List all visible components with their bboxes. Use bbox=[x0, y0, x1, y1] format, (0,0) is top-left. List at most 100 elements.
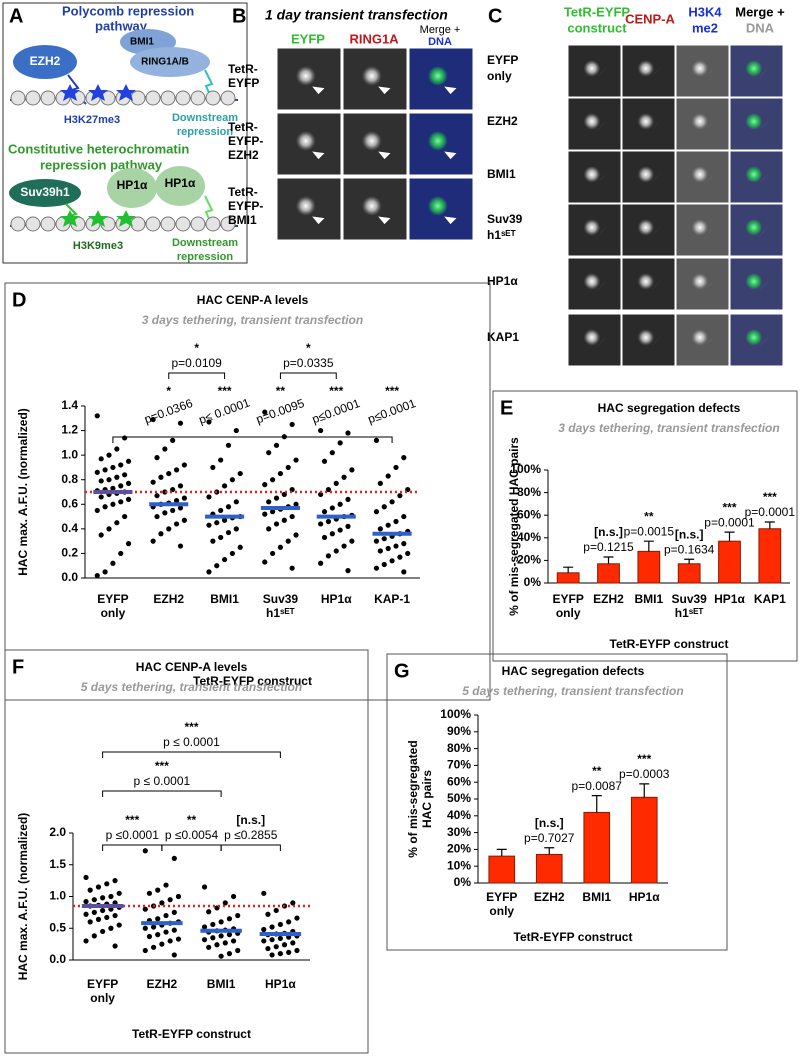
signal bbox=[745, 166, 763, 183]
bar bbox=[758, 528, 782, 584]
significance: * bbox=[306, 341, 311, 355]
arrowhead bbox=[651, 119, 663, 131]
nucleosome bbox=[160, 90, 176, 106]
y-tick-label: 70% bbox=[447, 758, 471, 772]
data-point bbox=[155, 916, 161, 922]
signal bbox=[295, 195, 316, 216]
data-point bbox=[225, 504, 232, 510]
nucleosome bbox=[25, 90, 41, 106]
bracket bbox=[102, 844, 163, 851]
data-point bbox=[218, 534, 224, 541]
significance: *** bbox=[722, 500, 736, 514]
y-tick-label: 0% bbox=[454, 875, 472, 889]
data-point bbox=[87, 919, 93, 925]
data-point bbox=[337, 440, 343, 446]
data-point bbox=[94, 469, 100, 475]
data-point bbox=[329, 450, 335, 456]
p-value: p ≤0.0054 bbox=[165, 828, 219, 842]
data-point bbox=[277, 921, 283, 928]
protein-label: BMI1 bbox=[130, 37, 154, 48]
charts: D HAC CENP-A levels 3 days tethering, tran… bbox=[4, 282, 798, 1054]
data-point bbox=[321, 534, 328, 541]
data-point bbox=[118, 499, 124, 505]
hp1-shape bbox=[155, 166, 205, 206]
data-point bbox=[393, 464, 399, 471]
chromatin bbox=[9, 210, 239, 232]
nucleosome bbox=[220, 216, 236, 232]
data-point bbox=[286, 919, 292, 925]
x-tick-label: EZH2 bbox=[147, 977, 178, 991]
protein-label: RING1A/B bbox=[141, 57, 189, 68]
micrograph bbox=[567, 257, 622, 311]
methyl-mark bbox=[88, 84, 108, 101]
methyl-mark bbox=[88, 210, 108, 227]
data-point bbox=[206, 522, 212, 528]
signal bbox=[745, 113, 763, 130]
data-point bbox=[167, 938, 173, 944]
nucleosome bbox=[220, 90, 236, 106]
data-point bbox=[158, 474, 164, 480]
data-point bbox=[108, 893, 114, 900]
p-value: p=0.1634 bbox=[664, 542, 715, 556]
data-point bbox=[94, 507, 100, 514]
data-point bbox=[181, 517, 187, 523]
data-point bbox=[321, 458, 328, 464]
data-point bbox=[270, 477, 276, 483]
nucleosome bbox=[205, 90, 221, 106]
data-point bbox=[155, 932, 161, 938]
data-point bbox=[181, 495, 187, 501]
data-point bbox=[393, 543, 399, 549]
data-point bbox=[273, 907, 279, 914]
signal bbox=[691, 273, 709, 290]
effect-label: Downstream bbox=[172, 112, 238, 124]
methyl-mark bbox=[116, 84, 136, 101]
column-header: me2 bbox=[692, 20, 718, 35]
significance: *** bbox=[763, 490, 777, 504]
data-point bbox=[125, 496, 132, 502]
y-tick-label: 0.6 bbox=[61, 496, 78, 510]
data-point bbox=[262, 511, 268, 517]
nucleosome bbox=[10, 216, 26, 232]
data-point bbox=[154, 493, 160, 499]
panel-c: C TetR-EYFP construct CENP-A H3K4 me2 Me… bbox=[487, 4, 785, 367]
arrowhead bbox=[705, 279, 717, 291]
signal bbox=[637, 60, 655, 77]
row-label: EZH2 bbox=[228, 148, 259, 162]
p-value: p ≤0.0001 bbox=[106, 828, 160, 842]
data-point bbox=[163, 929, 169, 935]
nucleosome bbox=[10, 90, 26, 106]
data-point bbox=[401, 455, 407, 461]
bracket bbox=[102, 790, 222, 797]
row-label: TetR- bbox=[228, 62, 258, 76]
y-axis-title: HAC max. A.F.U. (normalized) bbox=[16, 813, 30, 981]
error-bar bbox=[563, 566, 574, 573]
data-point bbox=[118, 483, 124, 489]
data-point bbox=[266, 450, 272, 456]
data-point bbox=[125, 458, 132, 464]
data-point bbox=[405, 550, 411, 557]
y-tick-label: 40% bbox=[447, 808, 471, 822]
data-point bbox=[229, 477, 235, 483]
data-point bbox=[373, 565, 380, 571]
data-point bbox=[155, 887, 161, 893]
error-bar bbox=[724, 531, 735, 542]
signal bbox=[427, 130, 448, 151]
p-value: p≤0.0001 bbox=[366, 396, 418, 426]
data-point bbox=[262, 559, 268, 565]
data-point bbox=[83, 911, 89, 917]
data-point bbox=[389, 499, 395, 505]
y-tick-label: 50% bbox=[447, 791, 471, 805]
data-point bbox=[94, 413, 100, 419]
significance: *** bbox=[329, 384, 343, 398]
nucleosome bbox=[40, 90, 56, 106]
significance: ** bbox=[592, 764, 602, 778]
row-label: EYFP- bbox=[228, 199, 263, 213]
data-point bbox=[154, 455, 160, 461]
data-point bbox=[266, 499, 272, 505]
p-value: p=0.0109 bbox=[171, 356, 222, 370]
panel-frame bbox=[4, 649, 369, 1054]
data-point bbox=[221, 483, 228, 489]
data-point bbox=[170, 507, 176, 514]
column-header: construct bbox=[567, 20, 627, 35]
data-point bbox=[87, 887, 93, 893]
